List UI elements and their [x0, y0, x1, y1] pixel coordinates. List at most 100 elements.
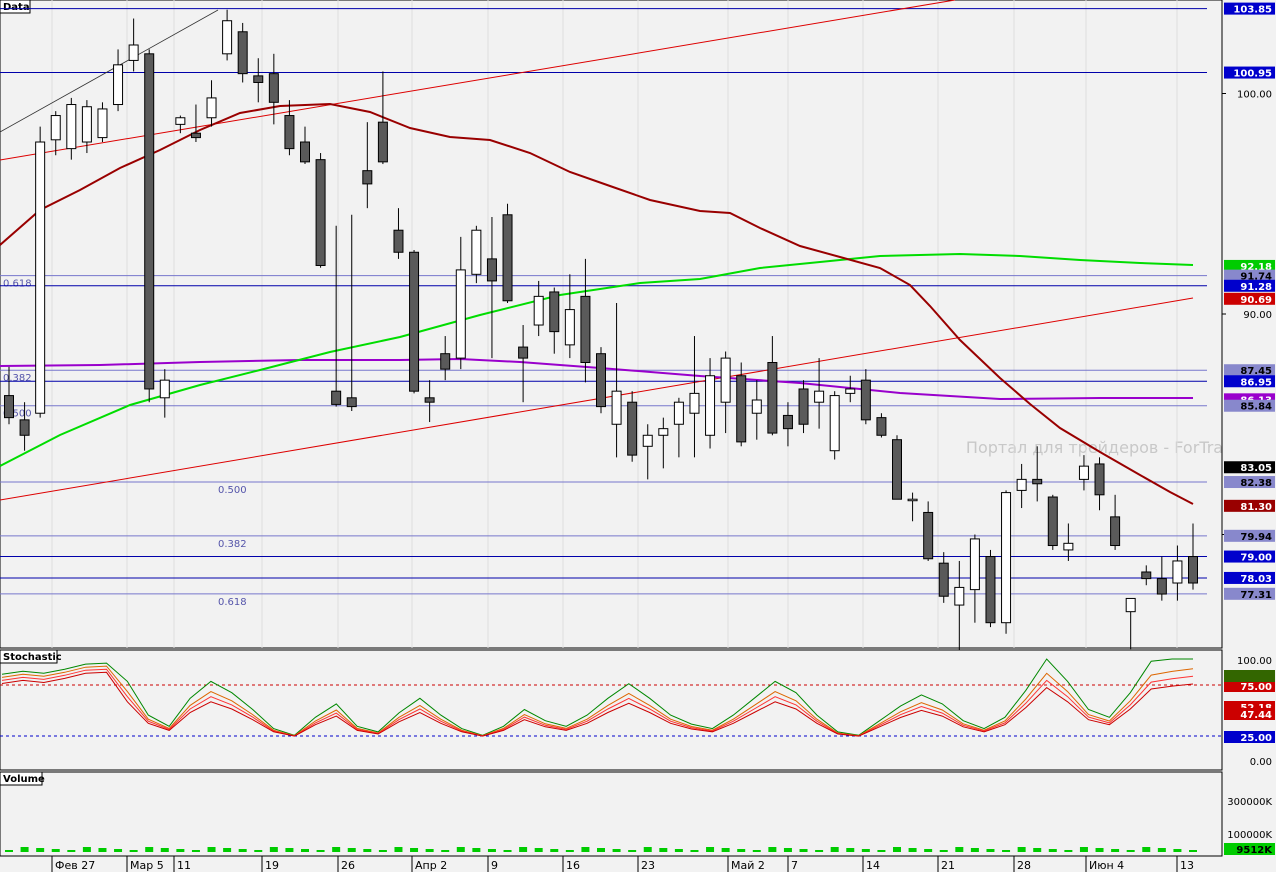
candle[interactable]	[1141, 565, 1152, 586]
candle[interactable]	[440, 336, 451, 381]
candle[interactable]	[518, 325, 529, 403]
candle-body-up	[689, 392, 700, 414]
candle[interactable]	[954, 560, 965, 663]
candle[interactable]	[237, 22, 248, 83]
candle[interactable]	[159, 369, 170, 418]
candle[interactable]	[923, 501, 934, 561]
candle[interactable]	[845, 375, 856, 403]
candle[interactable]	[315, 153, 326, 268]
candle[interactable]	[222, 9, 233, 61]
candle-body-down	[518, 346, 529, 359]
candle[interactable]	[642, 424, 653, 480]
candle[interactable]	[1188, 523, 1198, 590]
candle[interactable]	[705, 358, 716, 449]
time-tick-label: 9	[491, 859, 498, 872]
candle[interactable]	[50, 111, 61, 156]
candle[interactable]	[1125, 597, 1136, 650]
candle-body-up	[1016, 478, 1027, 491]
candle[interactable]	[362, 122, 373, 209]
candle[interactable]	[549, 287, 560, 354]
candle-body-down	[860, 379, 871, 421]
candle[interactable]	[66, 97, 77, 160]
candle[interactable]	[113, 49, 124, 112]
candle[interactable]	[564, 274, 575, 359]
stochastic-line	[1, 671, 1194, 737]
candle[interactable]	[128, 18, 139, 72]
candle[interactable]	[798, 380, 809, 434]
candle[interactable]	[253, 58, 264, 103]
stochastic-panel[interactable]: Stochastic 100.000.0075.0052.1847.4425.0…	[0, 649, 1275, 771]
candle[interactable]	[580, 258, 591, 383]
volume-bar	[628, 850, 637, 852]
candle[interactable]	[502, 203, 513, 303]
volume-marker-label: 9512K	[1236, 845, 1273, 856]
candle[interactable]	[1032, 446, 1043, 502]
candle[interactable]	[736, 362, 747, 447]
candle[interactable]	[1156, 556, 1167, 601]
candle[interactable]	[424, 380, 435, 423]
candlesticks[interactable]	[4, 9, 1198, 663]
candle[interactable]	[767, 336, 778, 436]
price-panel[interactable]: Data Портал для трейдеров - ForTrader.ru…	[0, 0, 1276, 663]
volume-bar	[581, 847, 590, 852]
candle[interactable]	[892, 435, 902, 500]
candle[interactable]	[1063, 523, 1074, 561]
candle[interactable]	[1172, 545, 1183, 601]
candle[interactable]	[81, 100, 92, 154]
candle[interactable]	[829, 391, 840, 460]
candle[interactable]	[4, 366, 14, 425]
candle[interactable]	[985, 549, 996, 628]
candle[interactable]	[1016, 463, 1027, 509]
candle[interactable]	[1078, 455, 1089, 491]
volume-panel[interactable]: Volume 300000K 100000K 9512K	[0, 771, 1275, 857]
candle[interactable]	[206, 80, 217, 127]
candle[interactable]	[377, 71, 388, 165]
candle[interactable]	[455, 236, 466, 370]
candle[interactable]	[611, 302, 622, 458]
candle[interactable]	[814, 358, 825, 429]
candle[interactable]	[486, 216, 497, 359]
candle[interactable]	[190, 104, 201, 143]
candle[interactable]	[751, 380, 762, 440]
candle[interactable]	[19, 402, 30, 451]
candle[interactable]	[1047, 494, 1058, 550]
candle[interactable]	[720, 351, 731, 434]
volume-bar	[783, 848, 792, 852]
candle[interactable]	[689, 336, 700, 458]
candle[interactable]	[969, 534, 980, 623]
candle[interactable]	[300, 126, 310, 165]
volume-bar	[487, 849, 496, 852]
candle[interactable]	[1001, 490, 1012, 634]
candle[interactable]	[1094, 457, 1105, 511]
candle[interactable]	[409, 250, 420, 394]
candle[interactable]	[97, 102, 108, 143]
candle[interactable]	[627, 391, 638, 462]
candle[interactable]	[938, 552, 949, 603]
candle-body-down	[424, 397, 435, 403]
candle[interactable]	[596, 347, 606, 414]
candle[interactable]	[35, 126, 46, 418]
candle[interactable]	[331, 225, 342, 407]
candle[interactable]	[876, 413, 887, 438]
volume-bar	[1173, 849, 1182, 852]
price-marker	[1224, 279, 1275, 292]
candle[interactable]	[175, 115, 186, 134]
candle[interactable]	[144, 49, 155, 403]
price-marker-label: 91.74	[1240, 272, 1272, 283]
candle[interactable]	[284, 100, 295, 156]
candle[interactable]	[533, 280, 544, 337]
fib-label: 0.382	[3, 373, 32, 384]
candle[interactable]	[860, 369, 871, 425]
candle[interactable]	[393, 208, 404, 259]
volume-bars	[5, 847, 1197, 852]
candle[interactable]	[346, 214, 357, 412]
candle[interactable]	[673, 397, 684, 458]
candle[interactable]	[471, 225, 482, 284]
candle[interactable]	[907, 492, 918, 522]
candle-body-down	[798, 388, 809, 425]
candle[interactable]	[1110, 494, 1121, 550]
candle[interactable]	[268, 53, 279, 125]
candle[interactable]	[782, 402, 793, 447]
candle[interactable]	[658, 417, 669, 469]
